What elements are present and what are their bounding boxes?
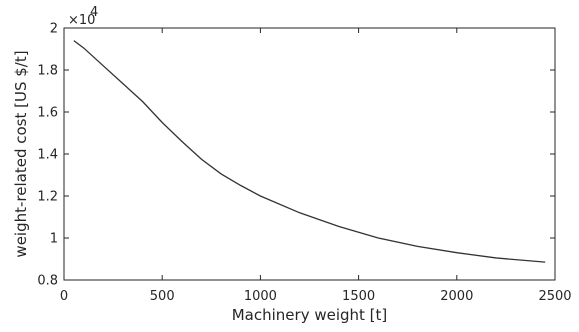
x-tick-label: 1000	[244, 289, 277, 304]
y-tick-label: 1.2	[37, 190, 58, 205]
y-tick-label: 1.6	[37, 106, 58, 121]
y-axis-label: weight-related cost [US $/t]	[12, 50, 30, 257]
y-axis-ticks: 0.8 1 1.2 1.4 1.6 1.8 2	[37, 22, 555, 289]
y-tick-label: 2	[50, 22, 58, 37]
x-tick-label: 0	[60, 289, 68, 304]
y-tick-label: 1	[50, 232, 58, 247]
x-tick-label: 2500	[538, 289, 571, 304]
x-tick-label: 500	[150, 289, 175, 304]
y-exponent-power: 4	[90, 5, 98, 20]
x-tick-label: 1500	[342, 289, 375, 304]
x-axis-label: Machinery weight [t]	[232, 306, 388, 324]
y-tick-label: 1.8	[37, 64, 58, 79]
plot-area	[63, 27, 556, 281]
x-axis-ticks: 0 500 1000 1500 2000 2500	[60, 28, 572, 304]
x-tick-label: 2000	[440, 289, 473, 304]
series-line	[73, 40, 546, 263]
y-exponent-base: ×10	[68, 13, 95, 28]
y-tick-label: 0.8	[37, 274, 58, 289]
y-tick-label: 1.4	[37, 148, 58, 163]
